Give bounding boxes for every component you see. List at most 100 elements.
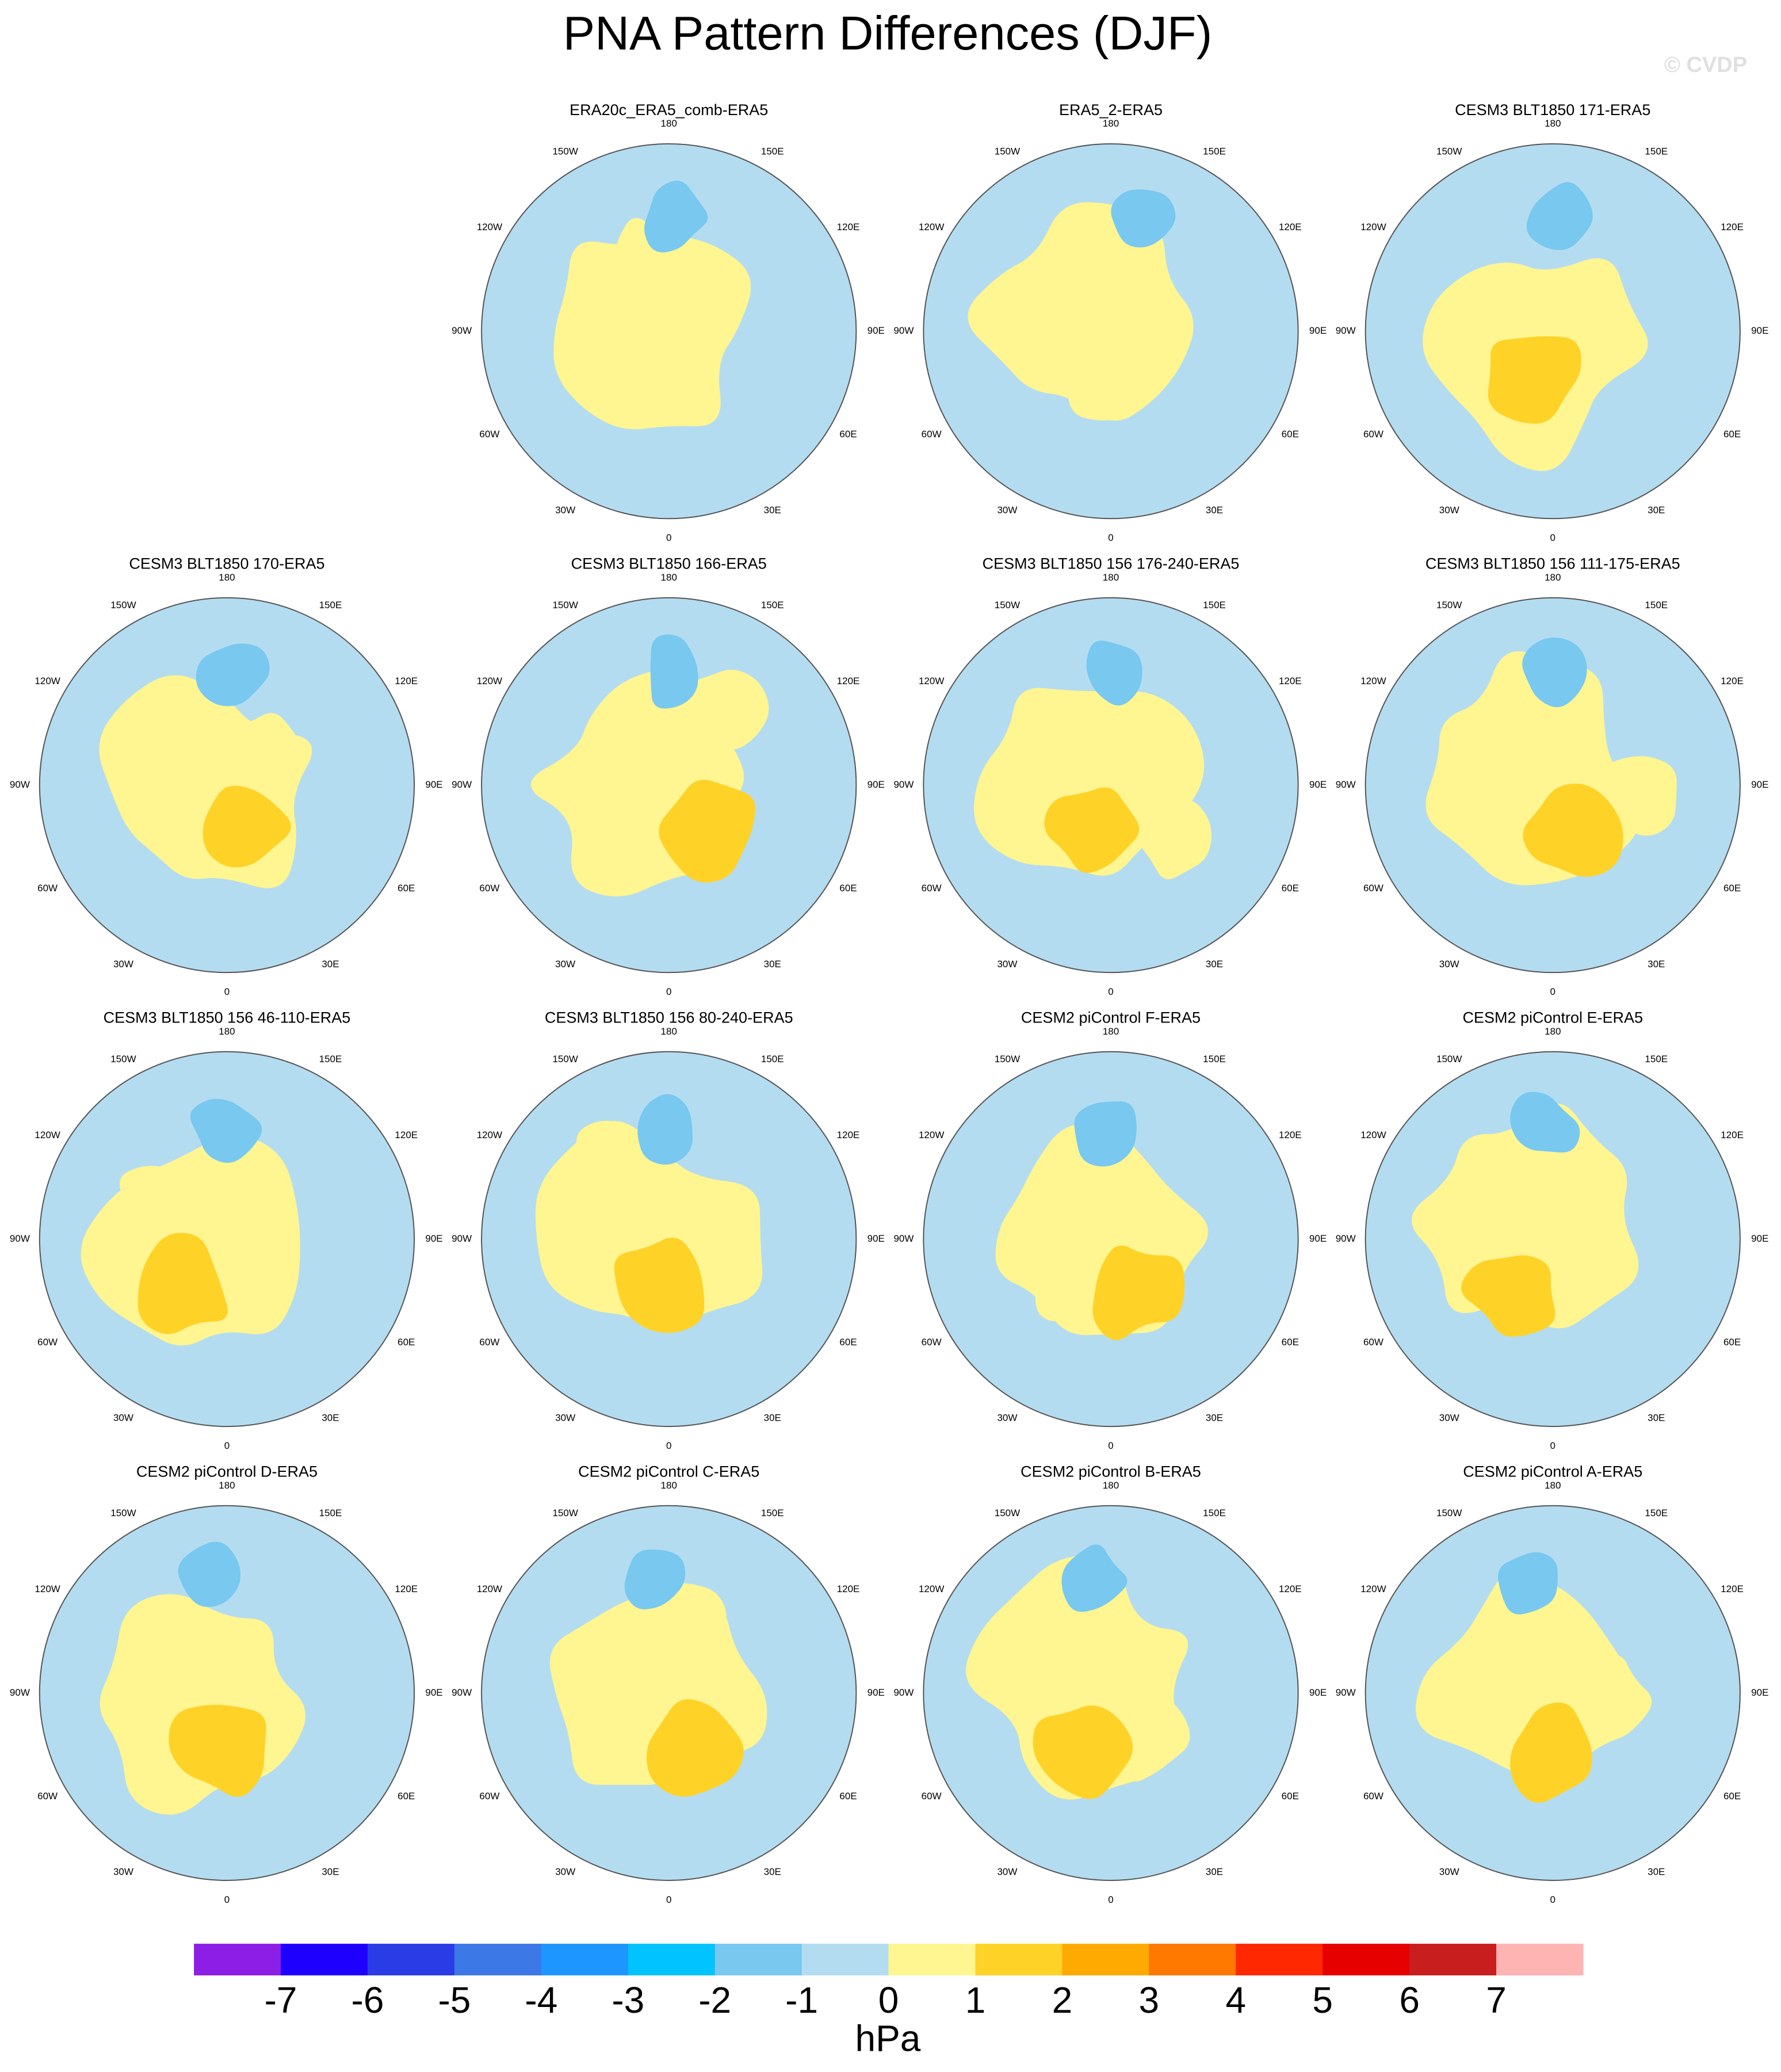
longitude-label: 30W [113, 959, 133, 970]
longitude-label: 60W [479, 1791, 499, 1802]
longitude-label: 60E [1723, 1791, 1741, 1802]
contour-region [646, 1699, 744, 1797]
longitude-label: 60W [1363, 429, 1383, 440]
longitude-label: 150E [761, 1508, 784, 1518]
colorbar-label: -3 [611, 1979, 644, 2021]
colorbar-box [1409, 1944, 1497, 1976]
longitude-label: 30W [1439, 1867, 1459, 1878]
longitude-label: 180 [1103, 1026, 1119, 1037]
map-fill [39, 597, 415, 973]
longitude-label: 150E [1645, 1508, 1668, 1518]
longitude-label: 90E [1309, 1687, 1327, 1698]
panel-title: CESM3 BLT1850 156 80-240-ERA5 [545, 1009, 793, 1027]
longitude-label: 0 [224, 986, 230, 997]
longitude-label: 60W [922, 429, 942, 440]
contour-region [1137, 799, 1212, 879]
contour-region [1033, 1705, 1133, 1799]
longitude-label: 90E [425, 1687, 442, 1698]
longitude-label: 30W [113, 1867, 133, 1878]
longitude-label: 150E [761, 600, 784, 610]
longitude-label: 90W [10, 779, 30, 790]
longitude-label: 60E [1723, 883, 1741, 894]
longitude-label: 120E [837, 676, 860, 686]
longitude-label: 90W [1336, 1687, 1356, 1698]
contour-region [1111, 189, 1176, 248]
longitude-label: 150W [995, 146, 1020, 157]
map-fill [923, 597, 1298, 973]
longitude-label: 120E [395, 1583, 418, 1594]
map-fill [1365, 1051, 1740, 1427]
panel-title: CESM3 BLT1850 171-ERA5 [1455, 101, 1650, 119]
panel-title: CESM2 piControl E-ERA5 [1462, 1009, 1643, 1027]
colorbar-box [801, 1944, 889, 1976]
colorbar-label: -6 [351, 1979, 384, 2021]
longitude-label: 0 [1550, 532, 1555, 543]
longitude-label: 30W [555, 959, 575, 970]
longitude-label: 30W [997, 1867, 1017, 1878]
longitude-label: 30E [1648, 1867, 1665, 1878]
contour-region [637, 1094, 693, 1165]
longitude-label: 150W [552, 1054, 578, 1064]
longitude-label: 60E [398, 1337, 415, 1348]
longitude-label: 120E [1279, 1130, 1302, 1140]
longitude-label: 120E [1721, 676, 1744, 686]
panel-title: CESM3 BLT1850 166-ERA5 [571, 555, 767, 573]
panel-title: CESM3 BLT1850 156 111-175-ERA5 [1425, 555, 1680, 573]
longitude-label: 180 [1545, 1480, 1561, 1491]
longitude-label: 0 [1108, 986, 1113, 997]
longitude-label: 180 [219, 572, 235, 583]
map-fill [481, 597, 857, 973]
longitude-label: 0 [1108, 532, 1113, 543]
longitude-label: 150E [1645, 1054, 1668, 1064]
colorbar-box [454, 1944, 542, 1976]
contour-region [1068, 339, 1147, 421]
colorbar-box [541, 1944, 629, 1976]
longitude-label: 150W [1436, 1054, 1462, 1064]
longitude-label: 150W [995, 1508, 1020, 1518]
colorbar-label: 4 [1225, 1979, 1246, 2021]
colorbar-box [1323, 1944, 1410, 1976]
colorbar-box [888, 1944, 976, 1976]
longitude-label: 0 [666, 532, 671, 543]
longitude-label: 90E [1309, 779, 1327, 790]
contour-region [1092, 1245, 1185, 1341]
longitude-label: 60E [398, 1791, 415, 1802]
panel-title: CESM2 piControl A-ERA5 [1463, 1463, 1642, 1480]
map-fill [481, 143, 857, 519]
contour-region [1523, 783, 1623, 877]
longitude-label: 30E [1206, 1413, 1223, 1424]
longitude-label: 90E [867, 1687, 885, 1698]
longitude-label: 90W [1336, 325, 1356, 336]
longitude-label: 30E [1648, 505, 1665, 516]
longitude-label: 90E [1751, 1233, 1768, 1244]
longitude-label: 120W [477, 222, 502, 232]
longitude-label: 90W [452, 325, 472, 336]
contour-region [202, 785, 291, 868]
map-border [481, 143, 857, 520]
longitude-label: 60E [398, 883, 415, 894]
longitude-label: 150E [1203, 600, 1226, 610]
longitude-label: 120E [1721, 1130, 1744, 1140]
contour-region [137, 1232, 228, 1334]
longitude-label: 150W [1436, 1508, 1462, 1518]
map-border [39, 1505, 415, 1881]
colorbar-box [628, 1944, 716, 1976]
longitude-label: 60W [1363, 1337, 1383, 1348]
longitude-label: 60E [839, 1337, 857, 1348]
longitude-label: 60W [479, 883, 499, 894]
colorbar-label: 7 [1486, 1979, 1507, 2021]
longitude-label: 150E [1645, 600, 1668, 610]
longitude-label: 120W [35, 1583, 60, 1594]
panel-title: CESM2 piControl D-ERA5 [136, 1463, 318, 1480]
longitude-label: 90W [893, 779, 914, 790]
longitude-label: 30E [764, 1413, 781, 1424]
map-border [923, 1505, 1299, 1881]
longitude-label: 30E [1206, 1867, 1223, 1878]
map-fill [923, 1051, 1298, 1427]
